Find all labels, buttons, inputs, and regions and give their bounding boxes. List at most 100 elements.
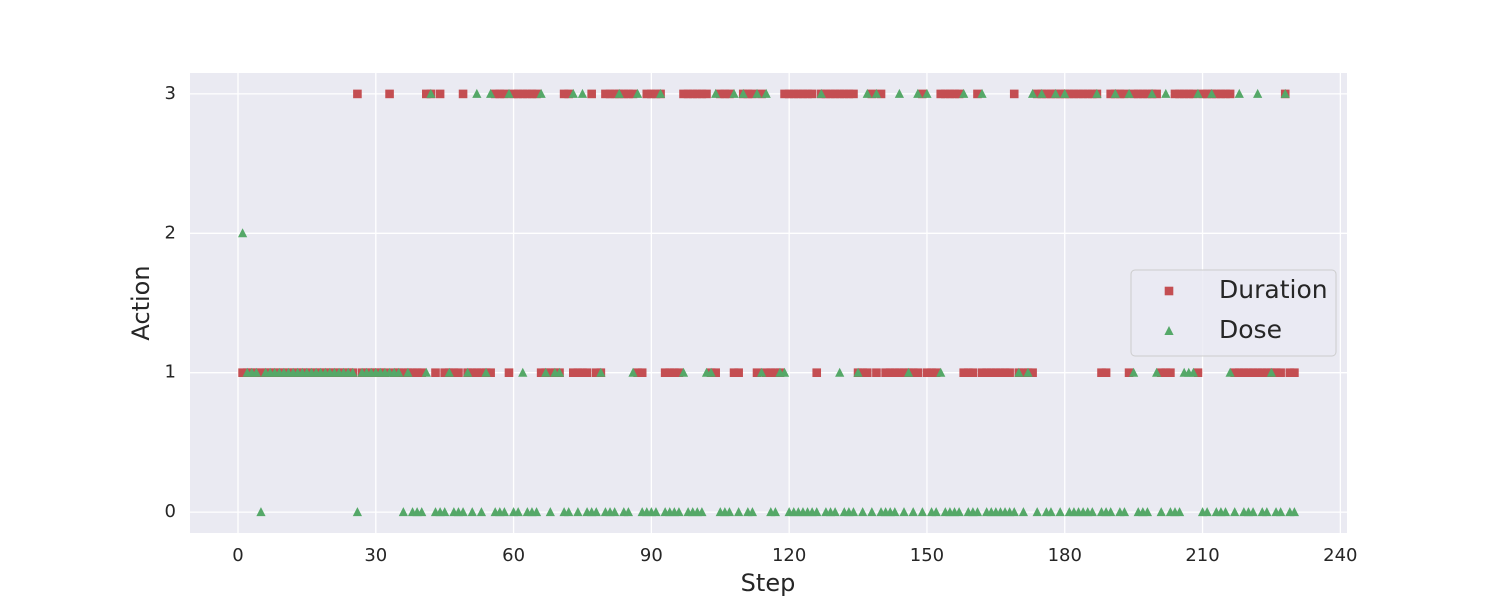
point xyxy=(830,507,840,517)
point xyxy=(720,89,730,99)
point xyxy=(844,89,854,99)
point xyxy=(724,507,735,517)
point xyxy=(1225,89,1235,99)
point xyxy=(871,88,882,98)
point xyxy=(591,507,601,517)
point xyxy=(1055,89,1065,99)
point xyxy=(959,88,969,98)
point xyxy=(963,368,973,377)
point xyxy=(1046,89,1056,99)
point xyxy=(683,89,693,99)
point xyxy=(1193,368,1203,377)
point xyxy=(830,89,840,99)
point xyxy=(1142,507,1153,517)
point xyxy=(835,89,844,99)
point xyxy=(1124,368,1134,377)
point xyxy=(1257,368,1267,377)
point xyxy=(536,368,546,377)
point xyxy=(954,89,964,99)
point xyxy=(623,507,634,517)
point xyxy=(440,368,449,377)
point xyxy=(779,367,790,377)
point xyxy=(729,88,739,98)
point xyxy=(973,89,982,99)
point xyxy=(495,89,505,99)
point xyxy=(1189,89,1198,99)
point xyxy=(422,89,431,99)
point xyxy=(784,89,794,99)
point xyxy=(757,367,767,377)
point xyxy=(1156,507,1166,517)
point xyxy=(1262,368,1272,377)
point xyxy=(743,89,753,99)
x-tick-label: 30 xyxy=(364,545,387,566)
point xyxy=(1101,368,1111,377)
point xyxy=(858,368,867,377)
point xyxy=(1290,368,1299,377)
point xyxy=(398,507,408,517)
point xyxy=(950,89,959,99)
point xyxy=(610,89,619,99)
point xyxy=(908,507,918,517)
point xyxy=(766,368,776,377)
point xyxy=(697,89,707,99)
point xyxy=(734,507,744,517)
point xyxy=(936,367,946,377)
point xyxy=(238,368,247,377)
point xyxy=(568,368,578,377)
point xyxy=(256,507,266,517)
point xyxy=(1212,89,1221,99)
point xyxy=(848,507,859,517)
point xyxy=(1253,88,1263,98)
point xyxy=(251,367,261,377)
point xyxy=(1152,367,1162,377)
point xyxy=(1050,88,1061,98)
point xyxy=(972,507,983,517)
point xyxy=(1138,89,1148,99)
point xyxy=(991,368,1001,377)
point xyxy=(545,507,555,517)
point xyxy=(417,368,427,377)
point xyxy=(1119,507,1130,517)
point xyxy=(1092,88,1102,98)
point xyxy=(821,89,831,99)
marks xyxy=(237,88,1300,517)
point xyxy=(632,88,643,98)
point xyxy=(1065,89,1074,99)
point xyxy=(513,89,523,99)
point xyxy=(1248,368,1258,377)
point xyxy=(564,507,574,517)
point xyxy=(1018,507,1029,517)
point xyxy=(959,368,969,377)
point xyxy=(399,368,408,377)
point xyxy=(1216,89,1226,99)
point xyxy=(449,368,459,377)
point xyxy=(624,89,633,99)
x-axis-label: Step xyxy=(741,569,796,597)
point xyxy=(256,368,266,377)
point xyxy=(1129,367,1139,377)
point xyxy=(941,89,950,99)
point xyxy=(573,507,583,517)
point xyxy=(596,367,606,377)
point xyxy=(1239,368,1249,377)
point xyxy=(922,88,932,98)
point xyxy=(1202,89,1212,99)
point xyxy=(1042,89,1051,99)
point xyxy=(679,89,688,99)
point xyxy=(738,88,748,98)
point xyxy=(876,89,886,99)
point xyxy=(651,89,661,99)
point xyxy=(651,507,661,517)
point xyxy=(614,88,624,98)
point xyxy=(1221,89,1230,99)
point xyxy=(1161,368,1171,377)
point xyxy=(1069,89,1079,99)
point xyxy=(610,507,620,517)
x-tick-label: 120 xyxy=(772,545,806,566)
point xyxy=(757,89,766,99)
point xyxy=(444,367,454,377)
point xyxy=(688,89,698,99)
point xyxy=(655,88,666,98)
